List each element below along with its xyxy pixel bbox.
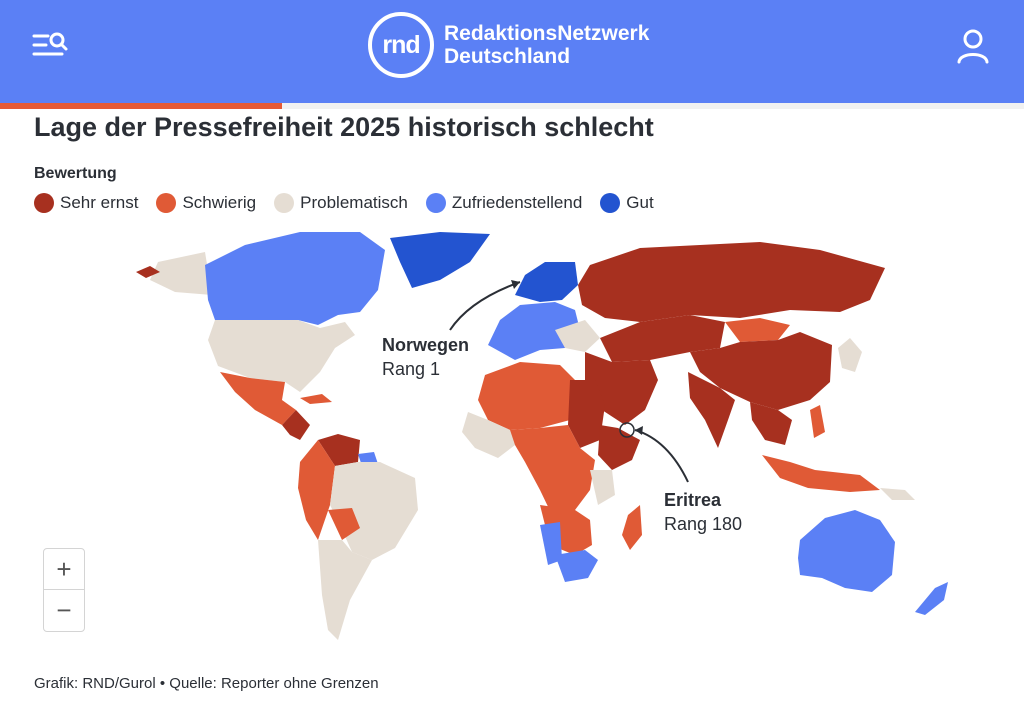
legend-item-problematisch: Problematisch	[274, 193, 408, 213]
region-north-africa[interactable]	[478, 362, 575, 430]
region-central-america[interactable]	[282, 410, 310, 440]
logo-line-1: RedaktionsNetzwerk	[444, 22, 650, 45]
eritrea-arrow	[634, 429, 689, 483]
region-china[interactable]	[690, 332, 832, 410]
region-greenland[interactable]	[390, 232, 490, 288]
user-icon	[957, 29, 989, 64]
annotation-eritrea-name: Eritrea	[664, 490, 722, 510]
page-title: Lage der Pressefreiheit 2025 historisch …	[34, 112, 654, 142]
region-new-guinea	[880, 488, 915, 500]
world-map[interactable]	[0, 225, 1024, 655]
legend-title: Bewertung	[34, 165, 117, 182]
region-brazil[interactable]	[330, 462, 418, 560]
region-southern-cone[interactable]	[318, 540, 372, 640]
region-west-africa[interactable]	[462, 412, 515, 458]
legend-swatch	[425, 193, 446, 213]
region-caribbean	[300, 394, 332, 404]
region-aleutians	[136, 266, 160, 278]
region-korea-japan	[838, 338, 862, 372]
region-russia[interactable]	[578, 242, 885, 322]
legend-swatch	[274, 193, 295, 213]
region-indonesia[interactable]	[762, 455, 880, 492]
eritrea-arrowhead	[635, 426, 643, 435]
site-header: rnd RedaktionsNetzwerk Deutschland	[0, 0, 1024, 103]
legend-item-schwierig: Schwierig	[156, 193, 256, 213]
menu-search-button[interactable]	[32, 30, 70, 62]
region-canada[interactable]	[205, 232, 385, 325]
eritrea-marker	[619, 422, 635, 438]
zoom-control: + −	[43, 548, 85, 632]
legend-item-gut: Gut	[600, 193, 654, 213]
annotation-norway-name: Norwegen	[382, 335, 470, 355]
legend-label: Schwierig	[182, 193, 257, 212]
region-balkans	[555, 320, 600, 352]
legend-label: Zufriedenstellend	[451, 193, 583, 212]
legend-label: Gut	[626, 193, 654, 212]
region-egypt-sudan[interactable]	[568, 380, 605, 448]
region-philippines	[810, 405, 825, 438]
annotation-norway-rank: Rang 1	[382, 359, 441, 379]
reading-progress-fill	[0, 103, 282, 109]
zoom-in-button[interactable]: +	[44, 549, 84, 590]
brand-logo[interactable]: rnd RedaktionsNetzwerk Deutschland	[368, 12, 649, 78]
region-mexico[interactable]	[220, 372, 296, 425]
region-southeast-asia[interactable]	[750, 402, 792, 445]
legend-swatch	[156, 193, 177, 213]
source-credit: Grafik: RND/Gurol • Quelle: Reporter ohn…	[34, 675, 379, 692]
legend-label: Problematisch	[300, 193, 408, 212]
legend-label: Sehr ernst	[60, 193, 139, 212]
norway-arrow	[449, 281, 521, 331]
logo-wordmark: RedaktionsNetzwerk Deutschland	[444, 22, 649, 68]
region-usa[interactable]	[208, 320, 355, 392]
region-bolivia[interactable]	[328, 508, 360, 540]
region-western-europe[interactable]	[488, 302, 580, 360]
region-east-africa	[590, 470, 615, 505]
legend-item-zufriedenstellend: Zufriedenstellend	[425, 193, 583, 213]
region-andes-west[interactable]	[298, 440, 335, 540]
reading-progress-bar	[0, 103, 1024, 109]
region-india[interactable]	[688, 372, 735, 448]
logo-short: rnd	[382, 30, 420, 59]
region-namibia	[540, 522, 562, 565]
region-alaska[interactable]	[150, 252, 212, 295]
region-australia[interactable]	[798, 510, 895, 592]
legend-item-sehr-ernst: Sehr ernst	[34, 193, 138, 213]
menu-search-icon	[32, 32, 68, 56]
region-central-africa[interactable]	[510, 425, 595, 515]
legend-swatch	[600, 193, 621, 213]
logo-badge: rnd	[368, 12, 434, 78]
annotation-eritrea-rank: Rang 180	[664, 514, 743, 534]
legend: Sehr ernst Schwierig Problematisch Zufri…	[34, 193, 672, 213]
logo-line-2: Deutschland	[444, 45, 571, 68]
region-central-asia[interactable]	[600, 315, 725, 362]
region-mongolia[interactable]	[725, 318, 790, 342]
user-account-button[interactable]	[955, 28, 991, 64]
region-madagascar	[622, 505, 642, 550]
region-scandinavia[interactable]	[515, 262, 578, 302]
region-venezuela[interactable]	[318, 434, 360, 466]
norway-arrowhead	[511, 280, 520, 289]
region-south-africa[interactable]	[555, 550, 598, 582]
region-new-zealand	[915, 582, 948, 615]
zoom-out-button[interactable]: −	[56, 595, 72, 625]
legend-swatch	[34, 193, 54, 213]
